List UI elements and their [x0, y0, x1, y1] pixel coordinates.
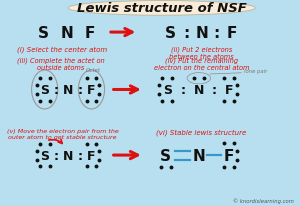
Text: S: S: [40, 84, 49, 96]
Text: (ii) Put 2 electrons
between the atoms: (ii) Put 2 electrons between the atoms: [169, 46, 234, 60]
Text: F: F: [225, 84, 233, 96]
Text: N: N: [63, 84, 73, 96]
Text: (i) Select the center atom: (i) Select the center atom: [17, 46, 108, 53]
Text: © knordislearning.com: © knordislearning.com: [233, 198, 294, 203]
Ellipse shape: [68, 1, 255, 16]
Text: S: S: [38, 26, 49, 40]
Text: :: :: [183, 26, 189, 40]
Text: :: :: [77, 84, 82, 96]
Text: S: S: [160, 148, 171, 163]
Text: (vi) Stable lewis structure: (vi) Stable lewis structure: [157, 129, 247, 135]
Text: N: N: [195, 26, 208, 40]
Text: N: N: [194, 84, 204, 96]
Text: S: S: [164, 26, 175, 40]
Text: F: F: [87, 84, 96, 96]
Text: Octet: Octet: [86, 68, 101, 73]
Text: :: :: [181, 84, 186, 96]
Text: (iv) Put the remaining
electron on the central atom: (iv) Put the remaining electron on the c…: [154, 57, 249, 71]
Text: F: F: [227, 26, 237, 40]
Text: lone pair: lone pair: [244, 69, 268, 74]
Text: Lewis structure of NSF: Lewis structure of NSF: [77, 2, 247, 15]
Text: :: :: [54, 149, 59, 162]
Text: F: F: [85, 26, 95, 40]
Text: F: F: [87, 149, 96, 162]
Text: :: :: [77, 149, 82, 162]
Text: N: N: [60, 26, 73, 40]
Text: N: N: [63, 149, 73, 162]
Text: S: S: [40, 149, 49, 162]
Text: :: :: [214, 26, 220, 40]
Text: (iii) Complete the actet on
outside atoms: (iii) Complete the actet on outside atom…: [17, 57, 105, 71]
Text: (v) Move the electron pair from the
outer atom to get stable structure: (v) Move the electron pair from the oute…: [7, 129, 118, 139]
Text: :: :: [54, 84, 59, 96]
Text: N: N: [193, 148, 205, 163]
Text: :: :: [212, 84, 217, 96]
Text: S: S: [163, 84, 172, 96]
Text: F: F: [224, 148, 234, 163]
